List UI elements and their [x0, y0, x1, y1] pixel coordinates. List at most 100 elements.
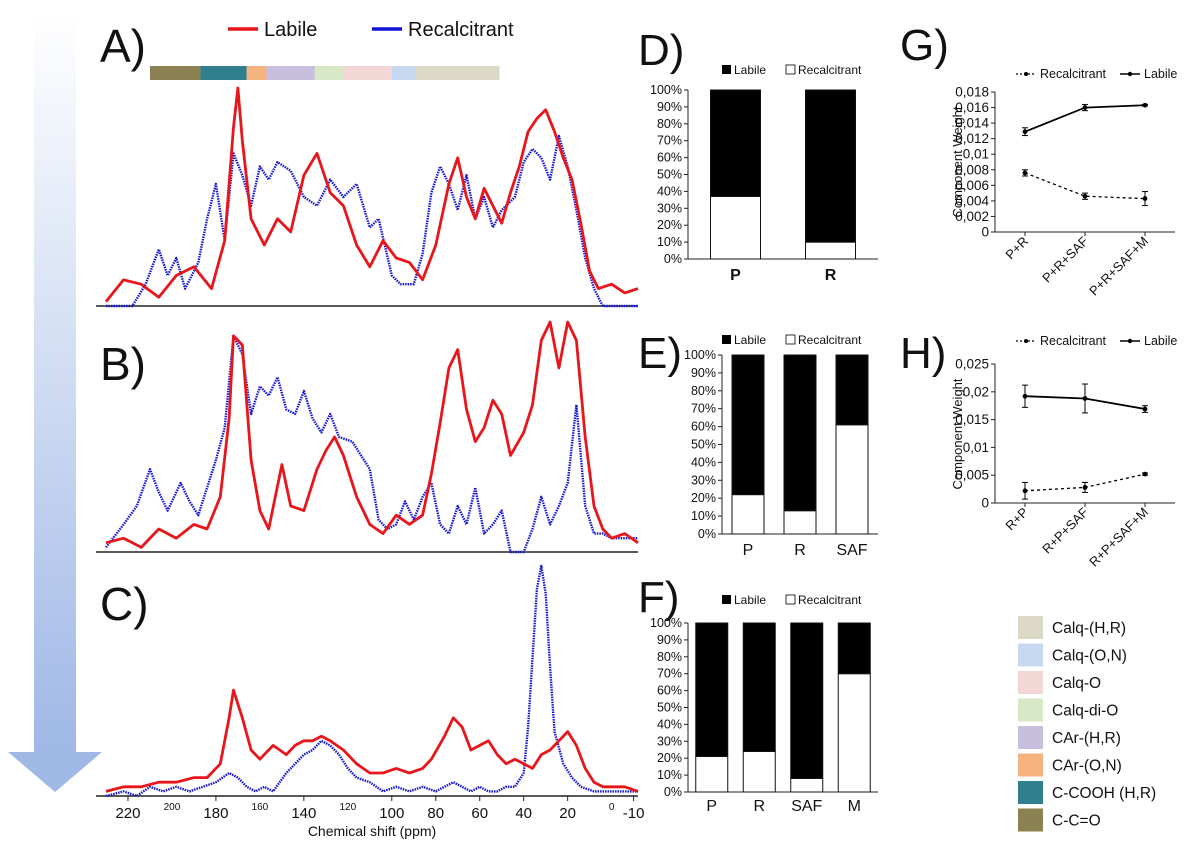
recalcitrant-legend-swatch: [785, 594, 796, 605]
x-category-label: P+R+SAF: [1039, 233, 1091, 285]
y-tick-label: 50%: [657, 168, 682, 182]
panel-label: G): [900, 21, 949, 70]
recalcitrant-spectrum-line: [105, 334, 638, 554]
recalcitrant-legend-marker: [1024, 339, 1028, 343]
band-legend-swatch: [1018, 726, 1043, 749]
band-legend-label: CAr-(H,R): [1052, 730, 1121, 747]
panel-label: D): [638, 26, 684, 75]
labile-spectrum-line: [105, 320, 639, 549]
x-category-label: M: [848, 798, 861, 815]
y-tick-label: 80%: [691, 384, 716, 398]
y-tick-label: 0%: [698, 527, 716, 541]
nmr-panel-2: B): [96, 320, 639, 554]
recalcitrant-bar: [837, 673, 871, 793]
recalcitrant-bar: [731, 494, 765, 535]
y-tick-label: 0,01: [963, 440, 989, 455]
x-tick-label: -10: [623, 805, 645, 822]
y-tick-label: 20%: [691, 491, 716, 505]
labile-point: [1082, 105, 1088, 110]
y-tick-label: 10%: [691, 509, 716, 523]
component-weight-charts: G)Recalcitrant Labile00,0020,0040,0060,00…: [900, 21, 1177, 570]
band-legend-swatch: [1018, 781, 1043, 804]
band-legend-label: Calq-(H,R): [1052, 620, 1126, 637]
recalcitrant-legend-label: Recalcitrant: [798, 63, 862, 77]
panel-label: C): [100, 578, 149, 630]
band-legend-swatch: [1018, 616, 1043, 639]
recalcitrant-legend-swatch: [785, 334, 796, 345]
y-tick-label: 0,01: [963, 147, 989, 162]
y-tick-label: 60%: [657, 151, 682, 165]
recalcitrant-legend-label: Recalcitrant: [798, 593, 862, 607]
band-legend-swatch: [1018, 808, 1043, 832]
y-tick-label: 80%: [657, 117, 682, 131]
y-tick-label: 100%: [650, 83, 682, 97]
y-tick-label: 0%: [664, 785, 682, 799]
labile-bar: [783, 354, 817, 512]
labile-point: [1142, 406, 1148, 412]
x-category-label: SAF: [791, 798, 822, 815]
y-tick-label: 10%: [657, 768, 682, 782]
recalcitrant-legend-swatch: [785, 64, 796, 75]
labile-legend-swatch: [722, 65, 731, 74]
y-tick-label: 60%: [657, 684, 682, 698]
band-legend-label: C-C=O: [1052, 813, 1101, 830]
labile-bar: [695, 622, 729, 758]
y-tick-label: 0: [981, 496, 989, 511]
recalcitrant-bar: [783, 510, 817, 535]
nmr-spectra: A) B) C) Labile Recalcitrant 220 180 140 100 80 60…: [96, 19, 644, 839]
x-tick-label: 20: [559, 805, 576, 822]
band-legend-swatch: [1018, 643, 1043, 667]
y-tick-label: 20%: [657, 218, 682, 232]
y-tick-label: 100%: [650, 616, 682, 630]
y-tick-label: 0,005: [955, 468, 989, 483]
band-segment: [246, 66, 267, 80]
labile-bar: [837, 622, 871, 675]
band-legend-item: Calq-di-O: [1018, 698, 1118, 722]
labile-legend-label: Labile: [734, 333, 766, 347]
recalcitrant-bar: [835, 424, 869, 535]
labile-bar: [710, 89, 761, 197]
labile-legend-swatch: [722, 595, 731, 604]
band-segment: [266, 66, 315, 80]
labile-bar: [835, 354, 869, 426]
recalcitrant-bar: [790, 777, 824, 793]
band-legend-label: C-COOH (H,R): [1052, 785, 1156, 802]
x-minor-tick-label: 160: [252, 802, 269, 813]
labile-spectrum-line: [104, 86, 639, 303]
labile-point: [1022, 129, 1028, 135]
labile-point: [1142, 102, 1148, 108]
band-legend: Calq-(H,R) Calq-(O,N) Calq-O Calq-di-O CAr-(…: [1018, 616, 1156, 832]
labile-point: [1022, 393, 1028, 399]
band-legend-label: Calq-O: [1052, 675, 1101, 692]
x-category-label: P: [730, 267, 741, 284]
nmr-x-axis: 220 180 140 100 80 60 40 20 -10 200 160 120 0 Chemica…: [115, 796, 644, 839]
y-tick-label: 70%: [657, 134, 682, 148]
recalcitrant-legend-label: Recalcitrant: [1040, 334, 1107, 348]
x-axis-title: Chemical shift (ppm): [308, 823, 436, 839]
recalcitrant-bar: [742, 750, 776, 793]
labile-point: [1082, 396, 1088, 401]
band-legend-swatch: [1018, 671, 1043, 694]
y-tick-label: 40%: [657, 184, 682, 198]
recalcitrant-legend-marker: [1024, 72, 1028, 76]
nmr-legend: Labile Recalcitrant: [228, 19, 514, 41]
recalcitrant-line: [1024, 172, 1146, 200]
x-minor-tick-label: 200: [164, 802, 181, 813]
labile-legend-label: Labile: [264, 19, 317, 41]
y-tick-label: 0,008: [955, 162, 989, 177]
recalcitrant-point: [1022, 488, 1028, 494]
y-tick-label: 90%: [657, 100, 682, 114]
labile-legend-marker: [1127, 338, 1133, 344]
recalcitrant-spectrum-line: [105, 564, 638, 798]
y-tick-label: 0,004: [955, 193, 989, 208]
labile-legend-label: Labile: [734, 593, 766, 607]
y-axis-title: Component Weight: [950, 106, 965, 217]
x-category-label: R+P+SAF+M: [1086, 505, 1151, 570]
x-category-label: P+R: [1002, 234, 1031, 263]
band-legend-item: Calq-(H,R): [1018, 616, 1126, 639]
labile-bar: [731, 354, 765, 496]
x-tick-label: 140: [291, 805, 316, 822]
y-tick-label: 0: [981, 225, 989, 240]
y-axis-title: Component Weight: [950, 378, 965, 489]
recalcitrant-point: [1082, 193, 1088, 199]
